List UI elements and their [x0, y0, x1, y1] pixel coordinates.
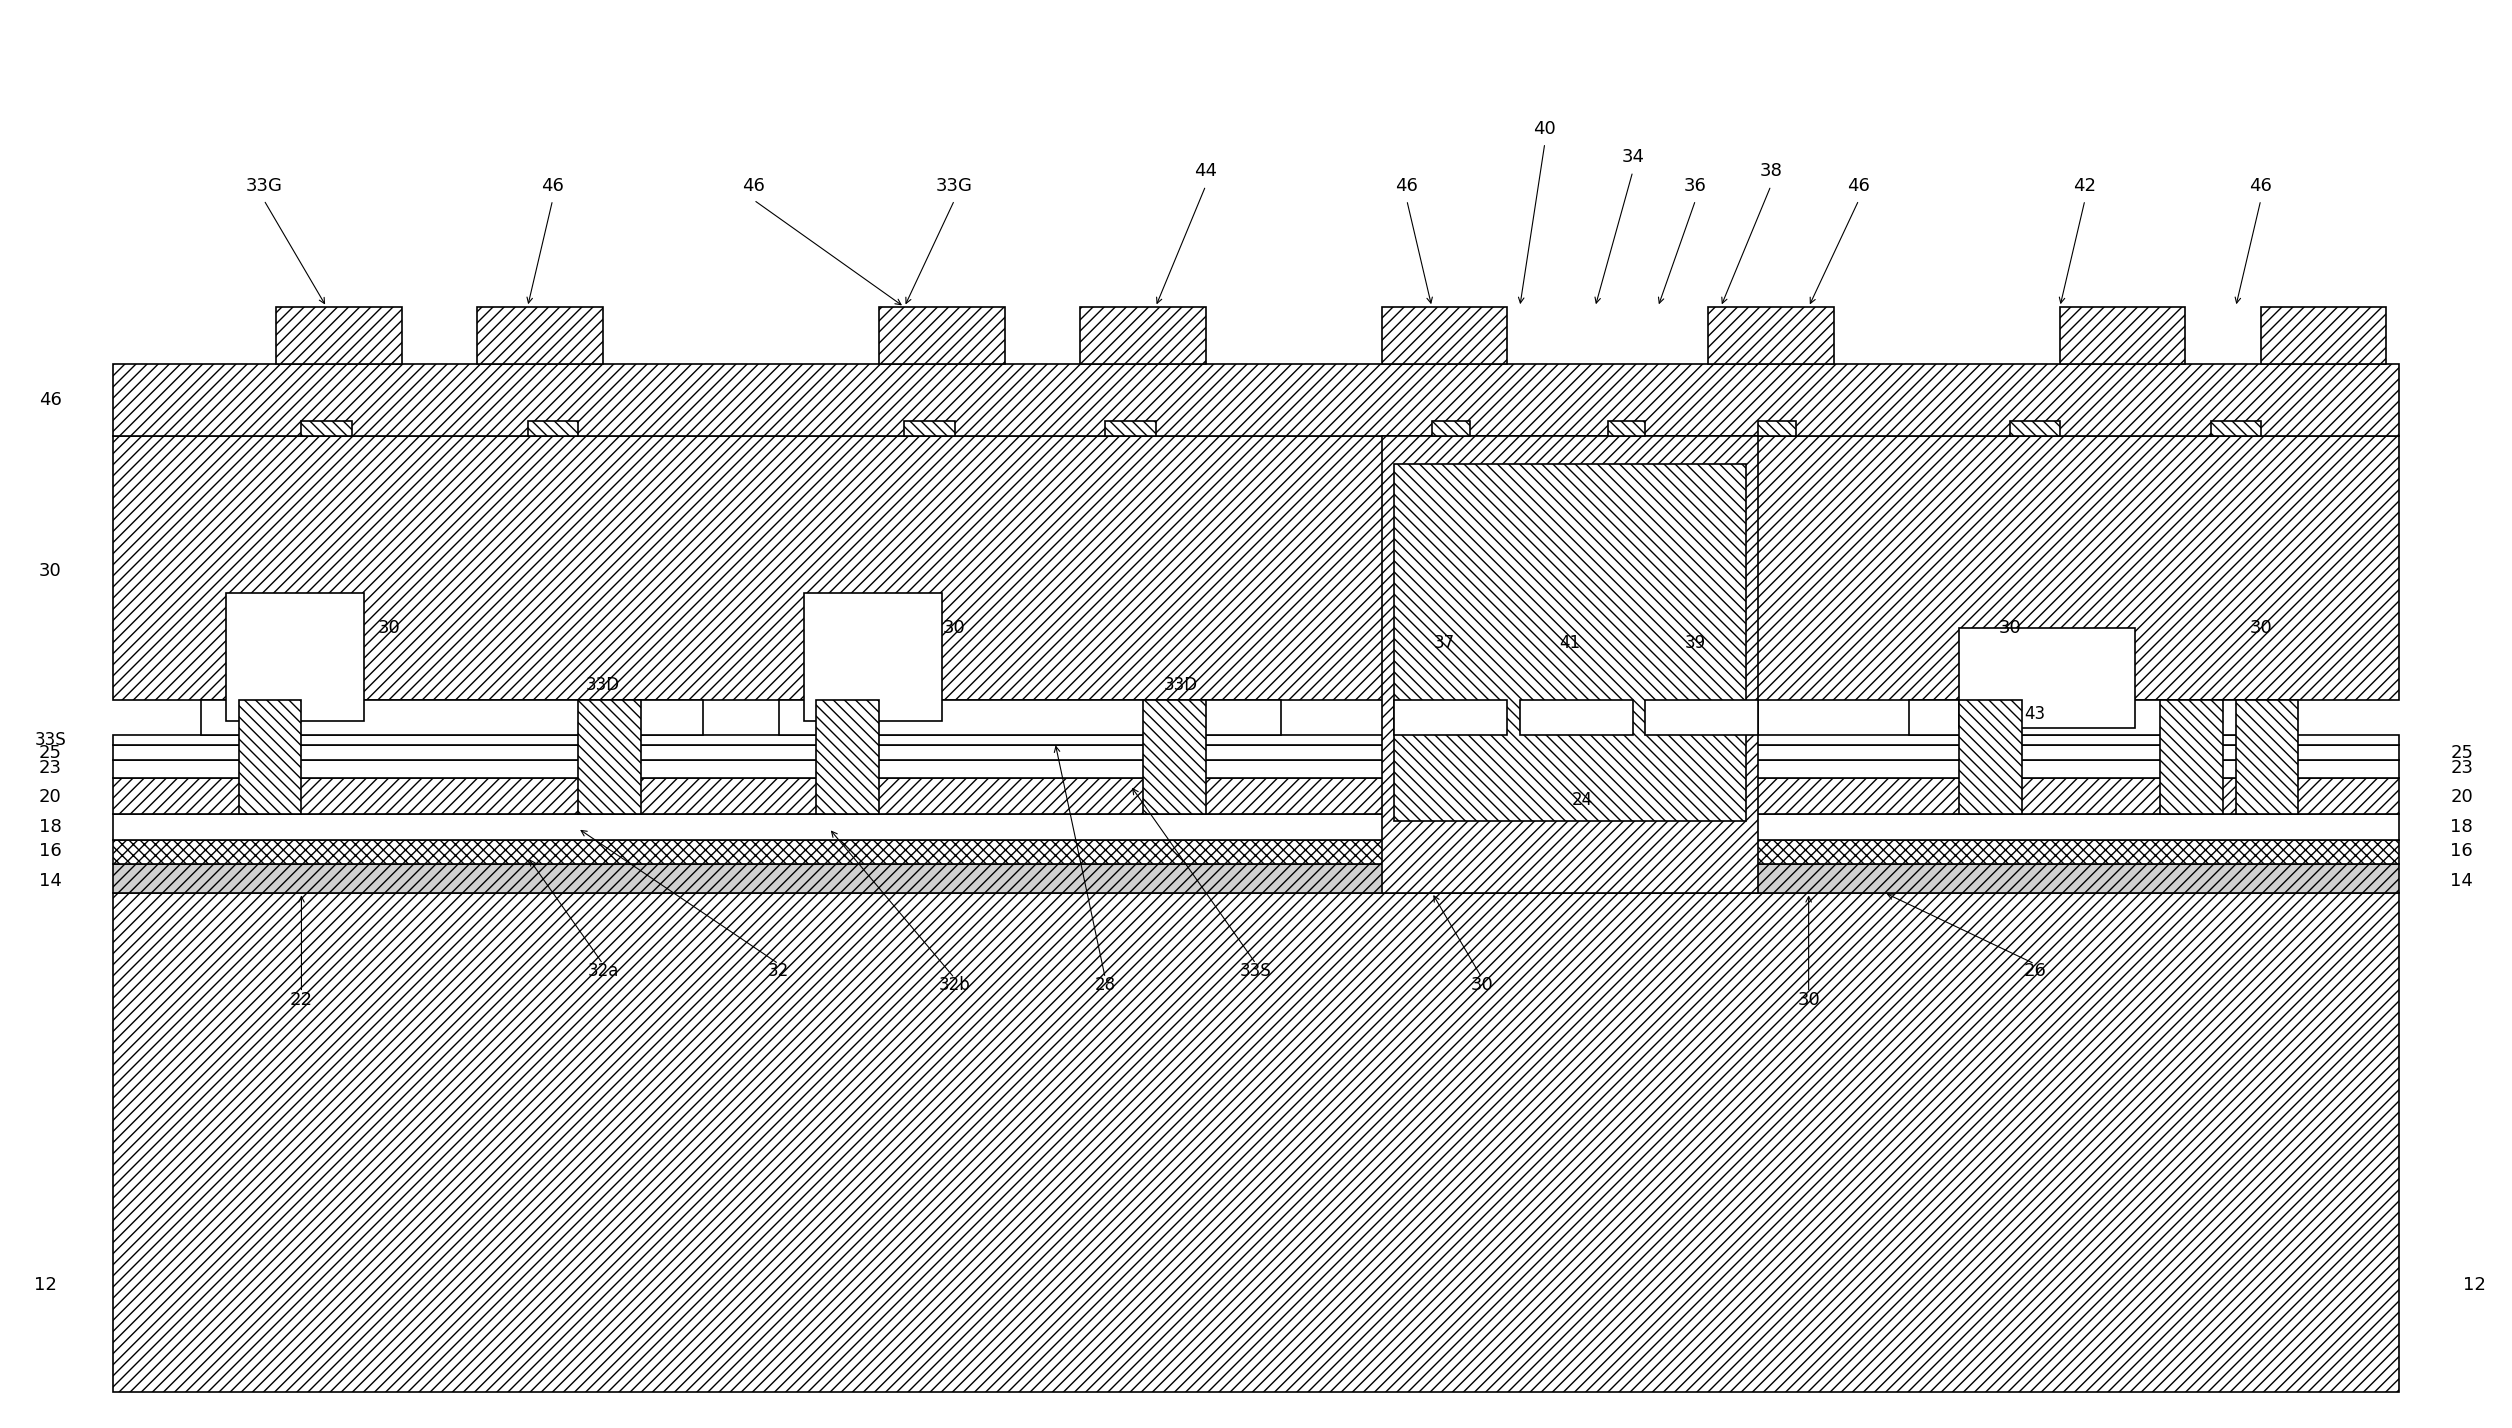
Text: 30: 30 — [1997, 620, 2022, 637]
Bar — [113, 892, 2399, 1392]
Bar — [2160, 700, 2223, 814]
Text: 39: 39 — [1686, 634, 1706, 651]
Bar — [1105, 421, 1156, 436]
Text: 16: 16 — [2449, 843, 2474, 860]
Bar — [1382, 436, 1758, 892]
Bar — [2261, 307, 2386, 364]
Text: 14: 14 — [2449, 873, 2474, 890]
Bar — [1394, 700, 1507, 735]
Bar — [301, 421, 352, 436]
Text: 18: 18 — [2449, 818, 2474, 835]
Text: 25: 25 — [2449, 744, 2474, 761]
Bar — [113, 760, 2399, 778]
Bar — [2211, 421, 2261, 436]
Bar — [2236, 700, 2298, 814]
Text: 43: 43 — [2025, 705, 2045, 723]
Text: 24: 24 — [1573, 791, 1593, 808]
Bar — [113, 436, 2399, 700]
Text: 33D: 33D — [1163, 677, 1198, 694]
Bar — [578, 700, 641, 814]
Text: 40: 40 — [1532, 120, 1557, 137]
Text: 32a: 32a — [588, 962, 618, 980]
Text: 37: 37 — [1434, 634, 1454, 651]
Text: 33G: 33G — [246, 177, 281, 194]
Bar — [1608, 421, 1645, 436]
Text: 46: 46 — [1394, 177, 1419, 194]
Text: 33S: 33S — [35, 731, 65, 748]
Text: 33D: 33D — [585, 677, 620, 694]
Bar — [226, 593, 364, 721]
Text: 30: 30 — [1470, 977, 1495, 994]
Text: 46: 46 — [540, 177, 565, 194]
Text: 20: 20 — [2449, 788, 2474, 805]
Text: 46: 46 — [1846, 177, 1871, 194]
Text: 42: 42 — [2072, 177, 2098, 194]
Bar — [113, 778, 2399, 814]
Text: 20: 20 — [38, 788, 63, 805]
Text: 30: 30 — [942, 620, 967, 637]
Text: 23: 23 — [2449, 760, 2474, 777]
Bar — [779, 700, 1281, 735]
Text: 38: 38 — [1758, 163, 1784, 180]
Bar — [804, 593, 942, 721]
Bar — [1959, 700, 2022, 814]
Bar — [113, 814, 2399, 840]
Text: 46: 46 — [38, 391, 63, 408]
Text: 33G: 33G — [937, 177, 972, 194]
Text: 26: 26 — [2022, 962, 2047, 980]
Bar — [1394, 464, 1746, 821]
Bar — [1758, 421, 1796, 436]
Bar — [1708, 307, 1834, 364]
Text: 46: 46 — [2248, 177, 2273, 194]
Text: 36: 36 — [1683, 177, 1708, 194]
Bar — [201, 700, 703, 735]
Bar — [2010, 421, 2060, 436]
Bar — [113, 735, 2399, 745]
Bar — [528, 421, 578, 436]
Text: 41: 41 — [1560, 634, 1580, 651]
Bar — [2060, 307, 2185, 364]
Text: 44: 44 — [1193, 163, 1218, 180]
Text: 32b: 32b — [939, 977, 970, 994]
Bar — [1645, 700, 1758, 735]
Bar — [113, 840, 2399, 864]
Text: 34: 34 — [1620, 149, 1645, 166]
Text: 14: 14 — [38, 873, 63, 890]
Text: 12: 12 — [33, 1277, 58, 1294]
Bar — [904, 421, 955, 436]
Text: 28: 28 — [1095, 977, 1115, 994]
Bar — [1520, 700, 1633, 735]
Text: 30: 30 — [2248, 620, 2273, 637]
Bar — [1080, 307, 1206, 364]
Text: 30: 30 — [377, 620, 402, 637]
Text: 22: 22 — [289, 991, 314, 1008]
Bar — [1959, 628, 2135, 728]
Bar — [113, 864, 2399, 892]
Bar — [879, 307, 1005, 364]
Bar — [276, 307, 402, 364]
Text: 18: 18 — [38, 818, 63, 835]
Text: 16: 16 — [38, 843, 63, 860]
Bar — [239, 700, 301, 814]
Text: 25: 25 — [38, 744, 63, 761]
Text: 32: 32 — [769, 962, 789, 980]
Bar — [113, 745, 2399, 760]
Text: 30: 30 — [38, 563, 63, 580]
Text: 30: 30 — [1796, 991, 1821, 1008]
Text: 46: 46 — [741, 177, 766, 194]
Text: 33S: 33S — [1241, 962, 1271, 980]
Bar — [1382, 307, 1507, 364]
Bar — [477, 307, 603, 364]
Bar — [1432, 421, 1470, 436]
Bar — [816, 700, 879, 814]
Bar — [1143, 700, 1206, 814]
Bar — [113, 364, 2399, 436]
Text: 12: 12 — [2462, 1277, 2487, 1294]
Text: 23: 23 — [38, 760, 63, 777]
Bar — [1909, 700, 2286, 735]
